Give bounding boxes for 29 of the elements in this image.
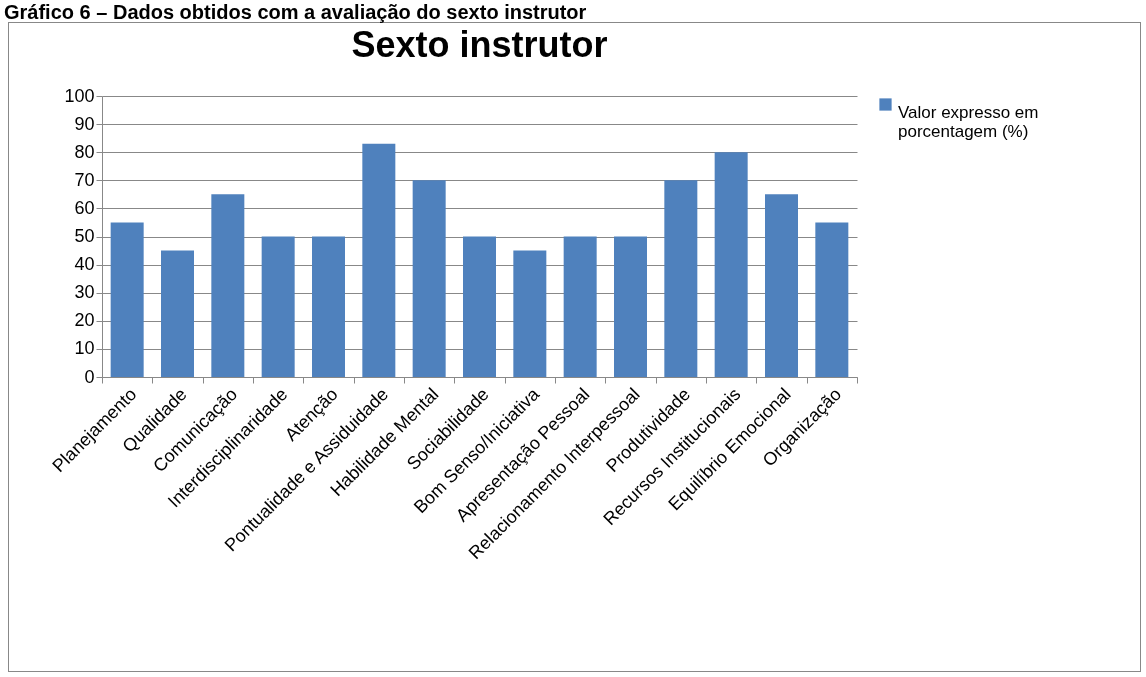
y-tick-label: 30 [74,282,95,303]
bar [513,250,547,377]
y-tick-label: 50 [74,226,95,246]
bar [614,236,647,377]
bar [412,180,446,377]
bar [714,152,748,377]
bar [815,222,849,377]
y-tick-label: 60 [74,197,95,218]
chart-title: Sexto instrutor [351,24,608,65]
legend-label: Valor expresso em porcentagem (%) [898,102,1039,141]
bar [664,180,698,377]
y-tick-label: 20 [74,310,95,331]
bar [110,222,144,377]
bar [563,236,597,377]
bar [161,250,194,377]
bar [312,236,345,377]
y-tick-label: 100 [64,85,95,106]
bar [261,236,295,377]
bar [362,143,396,377]
y-tick-label: 90 [74,113,95,134]
y-tick-label: 80 [74,141,95,162]
y-tick-label: 0 [84,366,95,387]
y-tick-label: 40 [74,254,95,275]
text: Gráfico 6 – Dados obtidos com a avaliação do sexto instrutor [3,0,588,23]
y-tick-label: 70 [74,169,95,190]
bar [463,236,496,377]
bar [765,194,798,377]
bar [211,194,245,377]
y-tick-label: 10 [74,338,95,359]
